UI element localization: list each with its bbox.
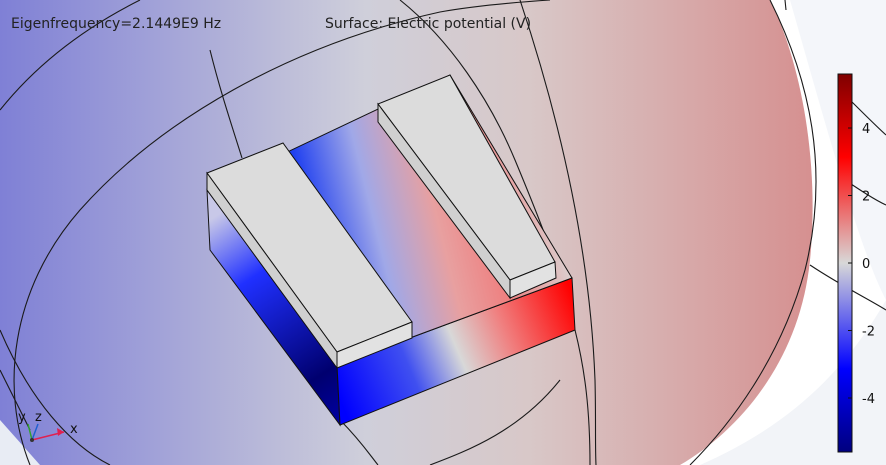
z-axis-label: z bbox=[35, 410, 42, 425]
colorbar-tick-label: -2 bbox=[862, 325, 875, 340]
electrode-right[interactable] bbox=[377, 74, 557, 300]
colorbar-tick-label: 0 bbox=[862, 257, 870, 272]
y-axis-arrow bbox=[27, 423, 33, 441]
y-axis-label: y bbox=[18, 410, 26, 425]
color-legend: 4 2 0 -2 -4 bbox=[837, 73, 875, 453]
colorbar-tick-label: -4 bbox=[862, 392, 875, 407]
z-axis-arrow bbox=[31, 423, 39, 441]
x-axis-label: x bbox=[70, 422, 78, 437]
axis-triad[interactable]: x y z bbox=[18, 410, 78, 442]
surface-plot-label: Surface: Electric potential (V) bbox=[325, 16, 531, 32]
eigenfrequency-label: Eigenfrequency=2.1449E9 Hz bbox=[11, 16, 221, 32]
colorbar-tick-label: 2 bbox=[862, 190, 870, 205]
colorbar-tick-label: 4 bbox=[862, 122, 870, 137]
axis-origin bbox=[30, 438, 34, 442]
electrode-left[interactable] bbox=[206, 142, 413, 370]
x-axis-arrowhead bbox=[57, 428, 64, 436]
